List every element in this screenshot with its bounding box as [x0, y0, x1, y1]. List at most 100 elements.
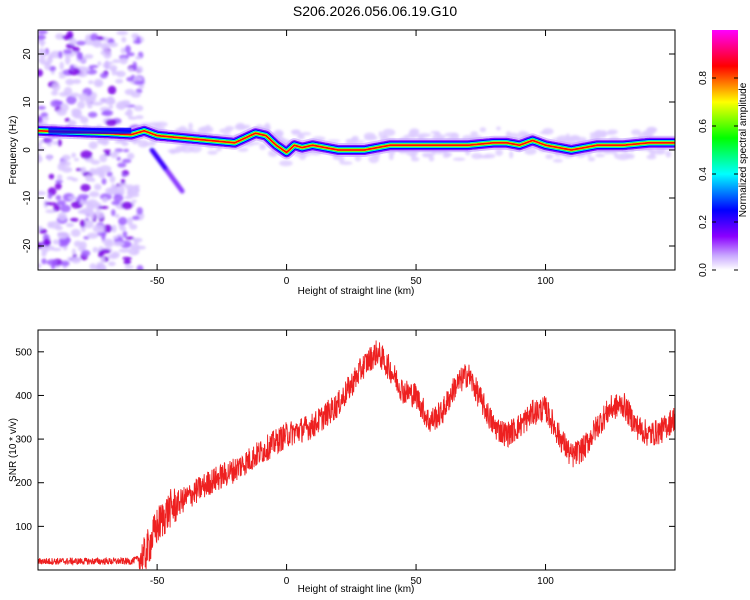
noise-blob [45, 138, 53, 143]
noise-blob [61, 166, 73, 173]
noise-blob [116, 156, 121, 161]
halo-blob [189, 144, 202, 153]
ridge-left-band [48, 127, 132, 134]
noise-blob [58, 75, 66, 79]
noise-blob [80, 116, 89, 124]
halo-blob [587, 156, 596, 162]
halo-blob [545, 154, 554, 160]
noise-blob [120, 101, 131, 107]
noise-blob [103, 149, 111, 153]
noise-blob [94, 183, 102, 191]
noise-blob [102, 197, 108, 203]
noise-blob [46, 259, 58, 266]
noise-blob [50, 99, 62, 108]
noise-blob [135, 245, 146, 250]
noise-blob [111, 251, 120, 258]
halo-blob [495, 149, 503, 157]
halo-blob [200, 126, 211, 134]
noise-blob [121, 201, 133, 210]
noise-blob [38, 57, 46, 64]
x-tick-label: 50 [410, 576, 422, 587]
snr-series-line [38, 340, 675, 570]
noise-blob [85, 98, 91, 106]
noise-blob [38, 226, 43, 230]
halo-blob [300, 132, 312, 136]
noise-blob [47, 202, 58, 206]
y-tick-label: 500 [15, 347, 32, 358]
noise-blob [113, 186, 125, 194]
noise-blob [79, 209, 87, 214]
halo-blob [505, 131, 511, 137]
noise-blob [69, 64, 75, 72]
noise-blob [47, 221, 54, 229]
noise-blob [79, 241, 87, 250]
noise-blob [130, 91, 141, 98]
noise-blob [58, 50, 63, 59]
noise-blob [100, 257, 106, 263]
colorbar-ticks: 0.0 0.2 0.4 0.6 0.8 [698, 71, 738, 277]
noise-blob [135, 56, 142, 60]
noise-blob [88, 80, 94, 85]
noise-blob [106, 171, 113, 177]
y-tick-label: 0 [22, 147, 33, 153]
noise-blob [129, 223, 138, 230]
noise-blob [88, 141, 98, 150]
noise-blob [127, 188, 131, 197]
noise-blob [90, 178, 96, 182]
noise-blob [108, 105, 114, 109]
noise-blob [40, 112, 49, 118]
noise-blob [69, 38, 77, 45]
halo-blob [141, 142, 156, 147]
noise-blob [72, 46, 80, 53]
noise-blob [116, 30, 129, 36]
noise-blob [38, 116, 43, 124]
noise-blob [127, 152, 135, 160]
noise-blob [38, 105, 46, 110]
noise-blob [80, 150, 93, 159]
noise-blob [43, 238, 51, 247]
noise-blob [63, 87, 73, 96]
y-tick-label: 400 [15, 391, 32, 402]
noise-blob [77, 101, 86, 109]
spectrogram-marks [38, 30, 675, 270]
halo-blob [345, 138, 355, 145]
noise-blob [98, 250, 104, 258]
noise-blob [138, 84, 145, 89]
noise-blob [107, 261, 116, 267]
noise-blob [39, 40, 46, 45]
noise-blob [71, 152, 76, 158]
noise-blob [76, 51, 82, 60]
noise-blob [107, 85, 117, 95]
halo-blob [595, 153, 605, 158]
noise-blob [100, 42, 110, 51]
noise-blob [41, 251, 47, 257]
noise-blob [133, 238, 139, 245]
noise-blob [38, 155, 43, 163]
halo-blob [410, 150, 417, 159]
noise-blob [110, 152, 118, 159]
ridge-layer [38, 129, 675, 154]
noise-blob [38, 263, 42, 269]
noise-blob [134, 186, 140, 193]
noise-blob [74, 158, 79, 162]
noise-blob [52, 141, 58, 145]
noise-blob [114, 148, 124, 153]
halo-blob [428, 155, 435, 162]
noise-blob [104, 152, 112, 157]
noise-blob [126, 108, 133, 118]
noise-blob [54, 182, 62, 190]
noise-blob [90, 211, 95, 220]
noise-blob [65, 55, 71, 65]
noise-blob [136, 207, 143, 215]
halo-blob [496, 126, 501, 131]
noise-blob [107, 96, 115, 103]
noise-blob [121, 36, 127, 43]
noise-blob [125, 236, 135, 240]
noise-blob [70, 228, 81, 237]
noise-blob [81, 249, 91, 257]
noise-blob [120, 47, 126, 54]
noise-blob [64, 117, 71, 122]
noise-blob [47, 154, 52, 162]
spectrogram-panel: -50 0 50 100 -20 -10 0 10 20 Height of straight … [8, 29, 676, 297]
halo-blob [442, 153, 450, 159]
